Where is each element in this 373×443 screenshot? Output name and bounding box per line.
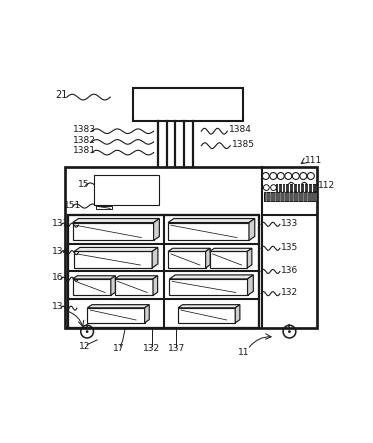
Text: 132: 132 <box>143 344 160 353</box>
Text: 136: 136 <box>281 266 298 275</box>
Text: 15: 15 <box>78 180 90 189</box>
Text: 133: 133 <box>281 219 298 228</box>
Text: 131: 131 <box>52 219 69 228</box>
Text: 132: 132 <box>281 288 298 297</box>
Polygon shape <box>74 248 158 252</box>
Text: 1384: 1384 <box>229 125 252 134</box>
Circle shape <box>288 330 291 333</box>
Bar <box>276 184 317 191</box>
Polygon shape <box>206 248 210 268</box>
Polygon shape <box>87 305 149 308</box>
Polygon shape <box>111 276 115 295</box>
Circle shape <box>86 330 88 333</box>
Polygon shape <box>249 218 255 241</box>
Polygon shape <box>247 248 252 268</box>
Text: 13: 13 <box>52 302 63 311</box>
Bar <box>264 193 317 201</box>
Text: 12: 12 <box>79 342 90 351</box>
Text: 1381: 1381 <box>73 146 95 155</box>
Text: 11: 11 <box>238 348 250 357</box>
Text: 135: 135 <box>281 243 298 252</box>
Polygon shape <box>248 275 253 295</box>
Bar <box>94 175 159 205</box>
Text: 137: 137 <box>167 344 185 353</box>
Text: 111: 111 <box>305 155 323 165</box>
Text: 21: 21 <box>55 90 68 100</box>
Bar <box>134 88 243 121</box>
Polygon shape <box>210 248 252 252</box>
Polygon shape <box>178 305 240 308</box>
Bar <box>65 167 317 328</box>
Text: 112: 112 <box>318 181 335 190</box>
Polygon shape <box>73 276 115 279</box>
Polygon shape <box>153 276 158 295</box>
Text: 1385: 1385 <box>232 140 255 149</box>
Polygon shape <box>115 276 158 279</box>
Bar <box>68 215 259 328</box>
Polygon shape <box>73 218 159 222</box>
Polygon shape <box>152 248 158 268</box>
Text: 16: 16 <box>52 273 63 282</box>
Bar <box>96 206 112 209</box>
Polygon shape <box>145 305 149 323</box>
Polygon shape <box>235 305 240 323</box>
Text: 134: 134 <box>52 247 69 256</box>
Text: 1383: 1383 <box>73 125 95 134</box>
Polygon shape <box>154 218 159 241</box>
Text: 17: 17 <box>113 344 124 353</box>
Text: 1382: 1382 <box>73 136 95 145</box>
Polygon shape <box>168 218 255 222</box>
Text: 151: 151 <box>64 201 81 210</box>
Polygon shape <box>168 248 210 252</box>
Polygon shape <box>169 275 253 279</box>
